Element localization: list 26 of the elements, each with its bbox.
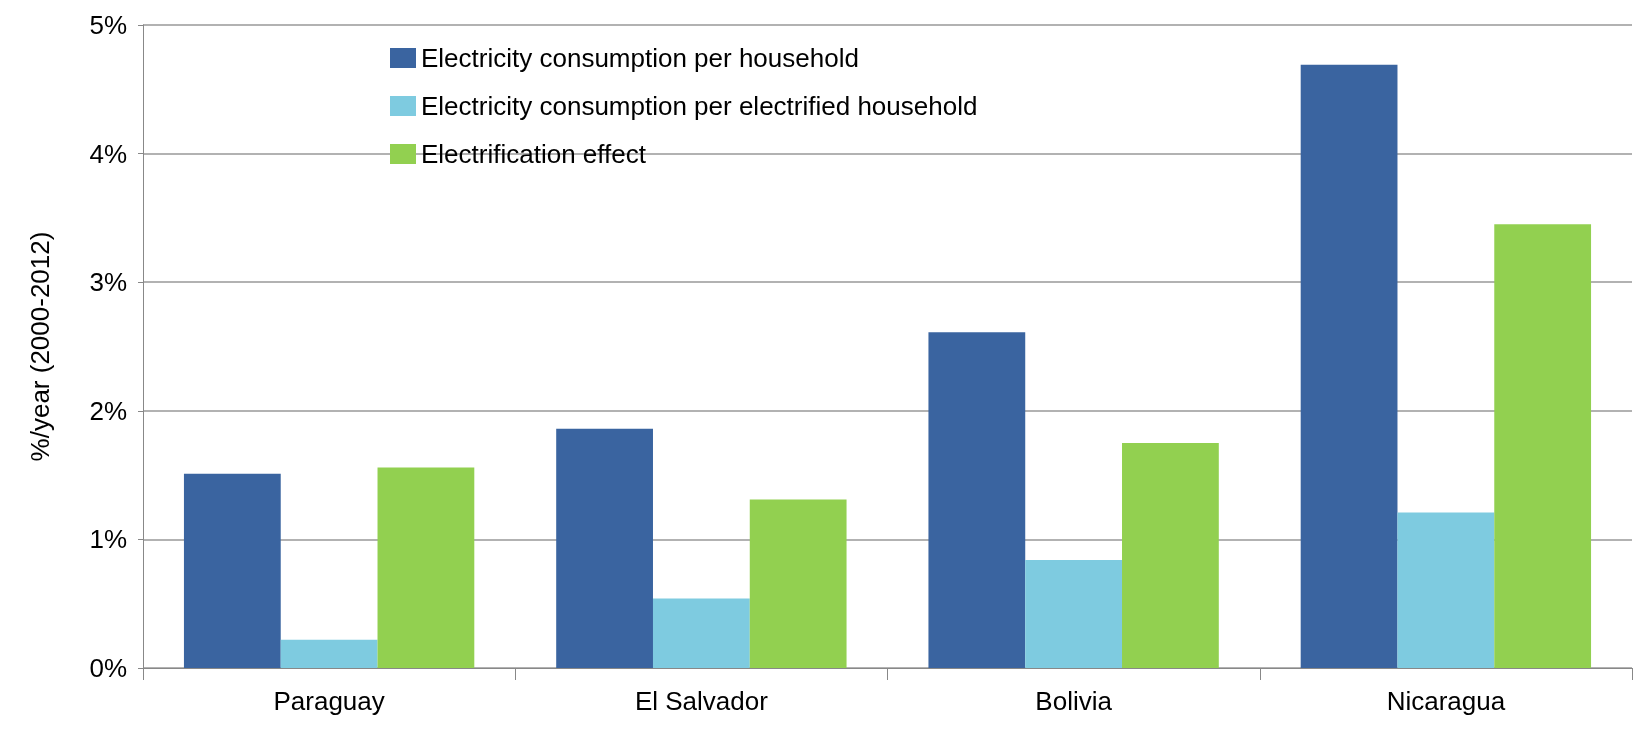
y-tick-label: 2%	[89, 395, 127, 426]
x-tick-label: Bolivia	[1035, 686, 1113, 716]
y-tick-label: 4%	[89, 138, 127, 169]
x-tick-label: Paraguay	[273, 686, 385, 716]
bar	[377, 467, 475, 668]
y-axis-title: %/year (2000-2012)	[25, 231, 55, 462]
bar	[749, 499, 847, 668]
x-tick-label: El Salvador	[634, 686, 769, 716]
bar	[652, 598, 750, 668]
bar	[556, 428, 653, 668]
bar	[183, 473, 281, 668]
bar	[280, 639, 378, 668]
y-tick-label: 3%	[89, 267, 127, 298]
y-tick-label: 1%	[89, 524, 127, 555]
bar	[1025, 559, 1123, 668]
legend-label: Electricity consumption per household	[421, 43, 859, 73]
bar	[928, 332, 1026, 668]
bar	[1122, 442, 1219, 668]
y-tick-label: 0%	[89, 653, 127, 683]
legend-label: Electrification effect	[421, 139, 647, 169]
x-tick-label: Nicaragua	[1386, 686, 1506, 716]
legend-label: Electricity consumption per electrified household	[421, 91, 978, 121]
bar	[1397, 512, 1495, 668]
bar	[1300, 64, 1398, 668]
y-tick-label: 5%	[89, 10, 127, 40]
bar	[1494, 224, 1592, 668]
